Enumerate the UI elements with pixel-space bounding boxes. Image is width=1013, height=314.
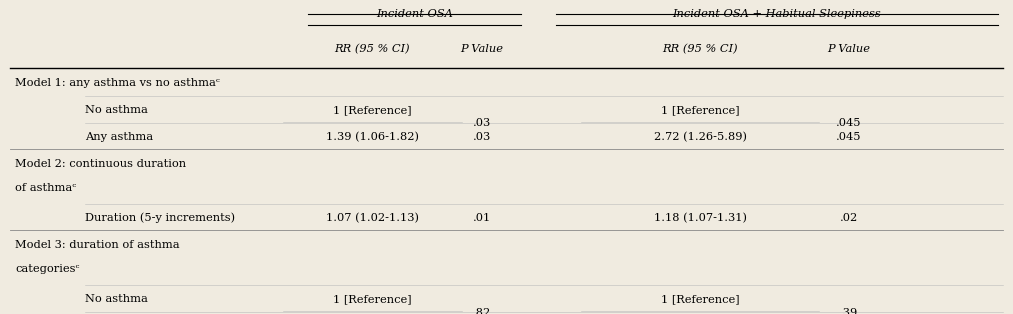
Text: Model 1: any asthma vs no asthmaᶜ: Model 1: any asthma vs no asthmaᶜ	[15, 78, 220, 88]
Text: .045: .045	[837, 132, 862, 142]
Text: Any asthma: Any asthma	[84, 132, 153, 142]
Text: .045: .045	[837, 118, 862, 128]
Text: RR (95 % CI): RR (95 % CI)	[663, 44, 737, 54]
Text: 1.18 (1.07-1.31): 1.18 (1.07-1.31)	[653, 213, 747, 223]
Text: .03: .03	[472, 132, 491, 142]
Text: Incident OSA + Habitual Sleepiness: Incident OSA + Habitual Sleepiness	[673, 8, 881, 19]
Text: Model 3: duration of asthma: Model 3: duration of asthma	[15, 240, 179, 250]
Text: 1 [Reference]: 1 [Reference]	[660, 294, 739, 304]
Text: P Value: P Value	[460, 44, 503, 54]
Text: No asthma: No asthma	[84, 105, 148, 115]
Text: .39: .39	[840, 308, 858, 314]
Text: Model 2: continuous duration: Model 2: continuous duration	[15, 159, 186, 169]
Text: 1 [Reference]: 1 [Reference]	[660, 105, 739, 115]
Text: 1.07 (1.02-1.13): 1.07 (1.02-1.13)	[326, 213, 419, 223]
Text: P Value: P Value	[828, 44, 870, 54]
Text: No asthma: No asthma	[84, 294, 148, 304]
Text: 2.72 (1.26-5.89): 2.72 (1.26-5.89)	[653, 132, 747, 142]
Text: .02: .02	[840, 213, 858, 223]
Text: Incident OSA: Incident OSA	[376, 8, 453, 19]
Text: 1 [Reference]: 1 [Reference]	[333, 105, 412, 115]
Text: of asthmaᶜ: of asthmaᶜ	[15, 183, 76, 193]
Text: 1.39 (1.06-1.82): 1.39 (1.06-1.82)	[326, 132, 419, 142]
Text: categoriesᶜ: categoriesᶜ	[15, 264, 80, 274]
Text: .03: .03	[472, 118, 491, 128]
Text: 1 [Reference]: 1 [Reference]	[333, 294, 412, 304]
Text: .01: .01	[472, 213, 491, 223]
Text: .82: .82	[472, 308, 491, 314]
Text: Duration (5-y increments): Duration (5-y increments)	[84, 213, 235, 223]
Text: RR (95 % CI): RR (95 % CI)	[334, 44, 410, 54]
